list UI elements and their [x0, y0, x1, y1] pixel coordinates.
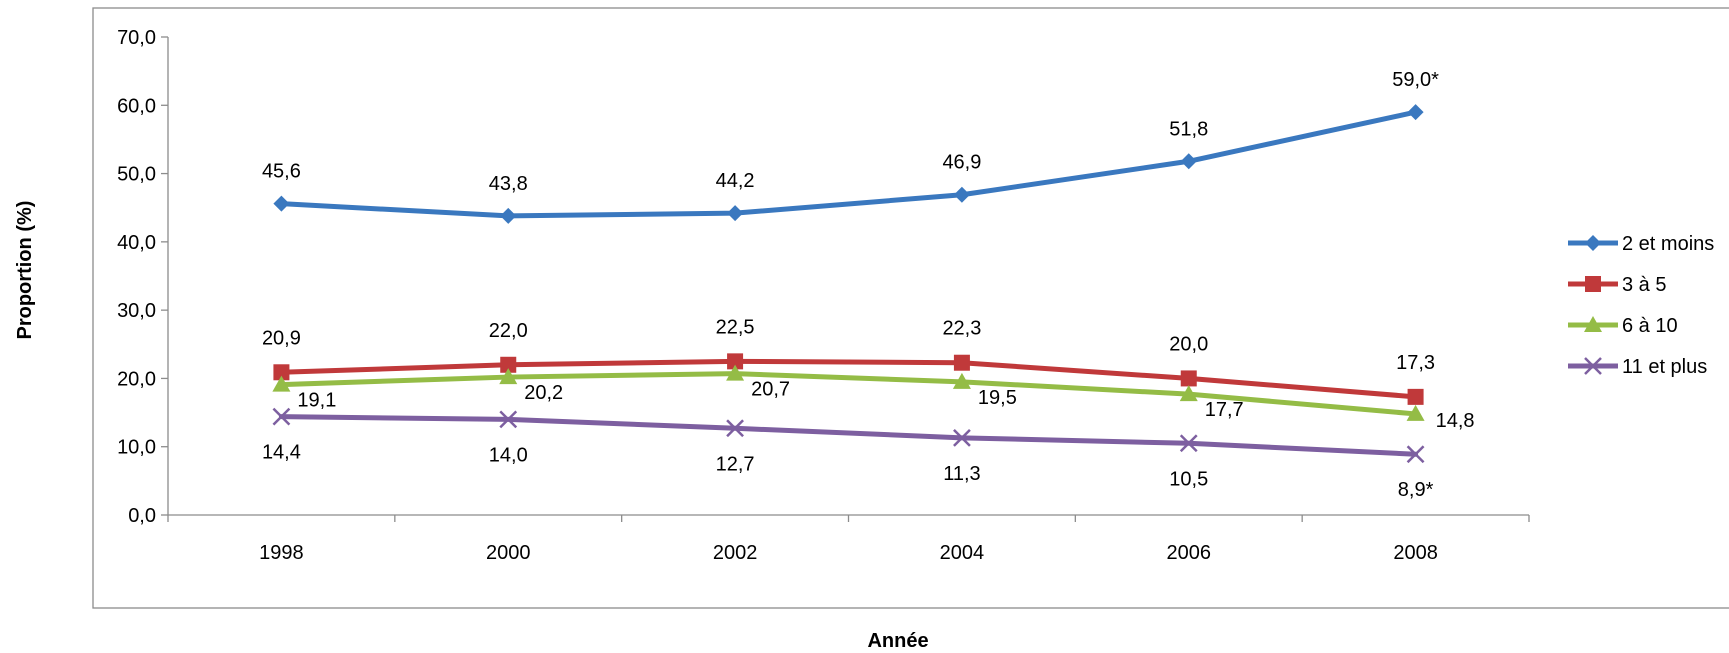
- y-tick-label: 20,0: [117, 368, 156, 390]
- data-point: [1407, 388, 1424, 405]
- data-label: 11,3: [943, 463, 980, 485]
- legend-marker: [1585, 235, 1601, 251]
- data-label: 51,8: [1169, 118, 1208, 140]
- data-label: 44,2: [716, 170, 755, 192]
- legend-label: 11 et plus: [1622, 356, 1707, 378]
- data-point: [272, 407, 291, 426]
- data-label: 20,0: [1169, 333, 1208, 355]
- data-label: 14,4: [262, 442, 301, 464]
- data-point: [273, 195, 290, 212]
- axes: 0,0 10,0 20,0 30,0 40,0 50,0 60,0 70,0 1998 2000 2…: [117, 27, 1530, 564]
- x-axis-title: Année: [867, 630, 928, 652]
- data-label: 43,8: [489, 173, 528, 195]
- data-labels: 45,6 43,8 44,2 46,9 51,8 59,0* 20,9 22,0 22,5 22,…: [262, 69, 1475, 501]
- data-point: [500, 356, 517, 373]
- legend-marker: [1584, 357, 1602, 375]
- data-label: 20,7: [751, 379, 790, 401]
- data-point: [500, 207, 517, 224]
- data-point: [1179, 385, 1198, 402]
- data-label: 59,0*: [1392, 69, 1439, 91]
- series-layer: [272, 104, 1425, 464]
- data-label: 10,5: [1169, 468, 1208, 490]
- legend: 2 et moins 3 à 5 6 à 10 11 et plus: [1568, 233, 1714, 378]
- data-label: 14,8: [1436, 410, 1475, 432]
- data-label: 20,9: [262, 327, 301, 349]
- series-line: [278, 358, 1419, 400]
- data-point: [1179, 434, 1198, 453]
- data-point: [952, 372, 971, 389]
- data-label: 14,0: [489, 444, 528, 466]
- data-label: 45,6: [262, 161, 301, 183]
- data-label: 17,3: [1396, 352, 1435, 374]
- data-point: [726, 419, 744, 438]
- data-point: [1406, 445, 1425, 464]
- legend-label: 2 et moins: [1622, 233, 1714, 255]
- x-tick-label: 2006: [1167, 542, 1212, 564]
- legend-label: 6 à 10: [1622, 315, 1678, 337]
- y-tick-label: 70,0: [117, 27, 156, 49]
- y-tick-label: 10,0: [117, 437, 156, 459]
- data-point: [1406, 404, 1425, 421]
- legend-item: 2 et moins: [1568, 233, 1714, 255]
- y-tick-label: 60,0: [117, 95, 156, 117]
- data-point: [1180, 370, 1197, 387]
- x-tick-label: 2002: [713, 542, 758, 564]
- data-label: 22,5: [716, 316, 755, 338]
- data-point: [272, 375, 291, 392]
- data-point: [726, 364, 745, 381]
- x-tick-label: 2004: [940, 542, 985, 564]
- data-point: [953, 354, 970, 371]
- data-point: [953, 186, 970, 203]
- legend-item: 3 à 5: [1568, 274, 1666, 296]
- data-point: [499, 410, 518, 429]
- legend-marker: [1585, 276, 1601, 292]
- data-label: 22,0: [489, 320, 528, 342]
- legend-marker: [1584, 316, 1602, 332]
- y-axis-title: Proportion (%): [14, 201, 36, 340]
- y-tick-label: 40,0: [117, 232, 156, 254]
- data-label: 46,9: [942, 152, 981, 174]
- series-line: [278, 109, 1419, 219]
- legend-label: 3 à 5: [1622, 274, 1666, 296]
- data-label: 19,5: [978, 387, 1017, 409]
- x-tick-label: 2000: [486, 542, 531, 564]
- x-tick-label: 2008: [1393, 542, 1438, 564]
- data-point: [727, 353, 744, 370]
- data-point: [727, 205, 744, 222]
- data-point: [953, 428, 971, 447]
- data-label: 20,2: [524, 382, 563, 404]
- data-point: [1180, 153, 1197, 170]
- y-tick-label: 0,0: [128, 505, 156, 527]
- data-label: 17,7: [1205, 399, 1244, 421]
- data-label: 12,7: [716, 453, 755, 475]
- data-label: 8,9*: [1398, 479, 1434, 501]
- data-label: 19,1: [297, 390, 336, 412]
- x-tick-label: 1998: [259, 542, 304, 564]
- legend-item: 11 et plus: [1568, 356, 1707, 378]
- data-point: [499, 368, 518, 385]
- data-point: [273, 364, 290, 381]
- y-tick-label: 50,0: [117, 164, 156, 186]
- data-label: 22,3: [942, 318, 981, 340]
- legend-item: 6 à 10: [1568, 315, 1678, 337]
- y-tick-label: 30,0: [117, 300, 156, 322]
- series-line: [278, 414, 1419, 457]
- chart-frame: [92, 7, 1729, 609]
- series-line: [278, 371, 1419, 417]
- data-point: [1407, 104, 1424, 121]
